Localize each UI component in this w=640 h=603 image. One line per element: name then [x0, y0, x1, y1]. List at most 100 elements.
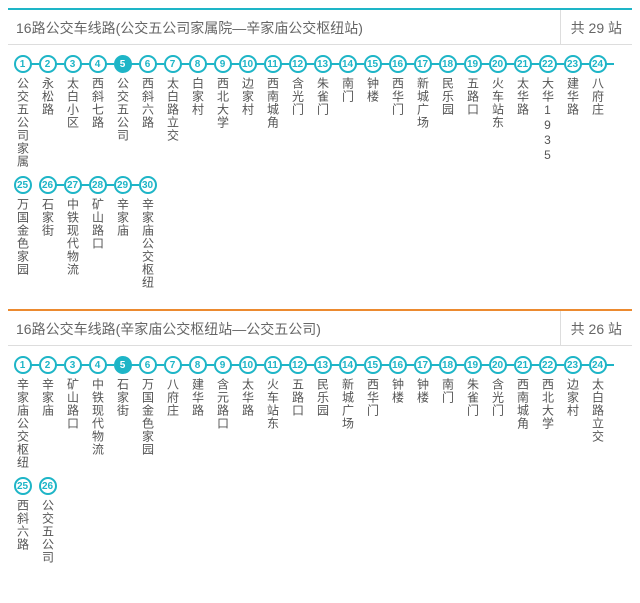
connector-line — [606, 364, 614, 366]
stop-node[interactable]: 10太华路 — [235, 356, 260, 469]
connector-line — [156, 63, 164, 65]
stop-label: 火车站东 — [267, 378, 279, 430]
stop-label: 太华路 — [517, 77, 529, 116]
stop-node[interactable]: 2永松路 — [35, 55, 60, 168]
stop-bead: 2 — [39, 55, 57, 73]
stop-node[interactable]: 30辛家庙公交枢纽 — [135, 176, 160, 289]
stop-node[interactable]: 12五路口 — [285, 356, 310, 469]
stop-node[interactable]: 24八府庄 — [585, 55, 610, 168]
stop-node[interactable]: 18民乐园 — [435, 55, 460, 168]
stop-node[interactable]: 9含元路口 — [210, 356, 235, 469]
stop-node[interactable]: 5石家街 — [110, 356, 135, 469]
stop-node[interactable]: 20含光门 — [485, 356, 510, 469]
stop-bead: 19 — [464, 55, 482, 73]
connector-line — [81, 63, 89, 65]
stop-node[interactable]: 28矿山路口 — [85, 176, 110, 289]
stop-label: 辛家庙 — [117, 198, 129, 237]
stop-node[interactable]: 22西北大学 — [535, 356, 560, 469]
stop-node[interactable]: 16西华门 — [385, 55, 410, 168]
stop-bead: 20 — [489, 356, 507, 374]
stop-node[interactable]: 6万国金色家园 — [135, 356, 160, 469]
stop-node[interactable]: 29辛家庙 — [110, 176, 135, 289]
connector-line — [481, 63, 489, 65]
connector-line — [131, 184, 139, 186]
stop-node[interactable]: 18南门 — [435, 356, 460, 469]
stop-label: 钟楼 — [392, 378, 404, 404]
stop-label: 钟楼 — [367, 77, 379, 103]
connector-line — [231, 63, 239, 65]
stop-node[interactable]: 5公交五公司 — [110, 55, 135, 168]
stop-node[interactable]: 21太华路 — [510, 55, 535, 168]
stop-node[interactable]: 4西斜七路 — [85, 55, 110, 168]
stop-node[interactable]: 17钟楼 — [410, 356, 435, 469]
stop-node[interactable]: 26公交五公司 — [35, 477, 60, 564]
connector-line — [181, 364, 189, 366]
stop-node[interactable]: 20火车站东 — [485, 55, 510, 168]
stop-node[interactable]: 8建华路 — [185, 356, 210, 469]
stop-bead: 14 — [339, 55, 357, 73]
stop-node[interactable]: 16钟楼 — [385, 356, 410, 469]
stop-bead: 24 — [589, 356, 607, 374]
connector-line — [306, 364, 314, 366]
stop-node[interactable]: 1公交五公司家属 — [10, 55, 35, 168]
stop-node[interactable]: 21西南城角 — [510, 356, 535, 469]
stop-bead: 25 — [14, 477, 32, 495]
stop-node[interactable]: 27中铁现代物流 — [60, 176, 85, 289]
stop-node[interactable]: 25西斜六路 — [10, 477, 35, 564]
stop-node[interactable]: 6西斜六路 — [135, 55, 160, 168]
connector-line — [206, 364, 214, 366]
stop-node[interactable]: 22大华1935 — [535, 55, 560, 168]
stop-node[interactable]: 12 含光门 — [285, 55, 310, 168]
stop-node[interactable]: 3太白小区 — [60, 55, 85, 168]
connector-line — [31, 63, 39, 65]
stop-node[interactable]: 10边家村 — [235, 55, 260, 168]
stop-label: 西北大学 — [542, 378, 554, 430]
stop-node[interactable]: 17新城广场 — [410, 55, 435, 168]
connector-line — [531, 364, 539, 366]
stop-bead: 5 — [114, 356, 132, 374]
stop-bead: 22 — [539, 55, 557, 73]
stop-bead: 1 — [14, 55, 32, 73]
stop-node[interactable]: 19朱雀门 — [460, 356, 485, 469]
stop-node[interactable]: 1辛家庙公交枢纽 — [10, 356, 35, 469]
stop-bead: 14 — [339, 356, 357, 374]
stop-bead: 12 — [289, 55, 307, 73]
connector-line — [281, 364, 289, 366]
stop-node[interactable]: 24 太白路立交 — [585, 356, 610, 469]
stop-node[interactable]: 13朱雀门 — [310, 55, 335, 168]
stop-node[interactable]: 23建华路 — [560, 55, 585, 168]
stop-node[interactable]: 7太白路立交 — [160, 55, 185, 168]
connector-line — [56, 364, 64, 366]
stop-label: 南门 — [342, 77, 354, 103]
stop-node[interactable]: 15钟楼 — [360, 55, 385, 168]
stop-node[interactable]: 7八府庄 — [160, 356, 185, 469]
connector-line — [381, 63, 389, 65]
stop-node[interactable]: 15西华门 — [360, 356, 385, 469]
route-header: 16路公交车线路(辛家庙公交枢纽站—公交五公司)共 26 站 — [8, 309, 632, 346]
stop-label: 建华路 — [567, 77, 579, 116]
stop-node[interactable]: 14新城广场 — [335, 356, 360, 469]
stop-label: 白家村 — [192, 77, 204, 116]
connector-line — [506, 364, 514, 366]
stop-node[interactable]: 8白家村 — [185, 55, 210, 168]
stop-bead: 27 — [64, 176, 82, 194]
stop-node[interactable]: 19五路口 — [460, 55, 485, 168]
stop-node[interactable]: 26石家街 — [35, 176, 60, 289]
stop-label: 含光门 — [292, 77, 304, 116]
route-header: 16路公交车线路(公交五公司家属院—辛家庙公交枢纽站)共 29 站 — [8, 8, 632, 45]
connector-line — [306, 63, 314, 65]
stop-node[interactable]: 25万国金色家园 — [10, 176, 35, 289]
stop-node[interactable]: 23边家村 — [560, 356, 585, 469]
connector-line — [431, 364, 439, 366]
stop-bead: 19 — [464, 356, 482, 374]
stop-node[interactable]: 11西南城角 — [260, 55, 285, 168]
stop-node[interactable]: 13民乐园 — [310, 356, 335, 469]
stop-node[interactable]: 14 南门 — [335, 55, 360, 168]
stop-label: 西南城角 — [267, 77, 279, 129]
stop-node[interactable]: 4中铁现代物流 — [85, 356, 110, 469]
stop-node[interactable]: 11火车站东 — [260, 356, 285, 469]
stop-label: 太白路立交 — [592, 378, 604, 443]
stop-node[interactable]: 9西北大学 — [210, 55, 235, 168]
stop-node[interactable]: 2辛家庙 — [35, 356, 60, 469]
stop-node[interactable]: 3矿山路口 — [60, 356, 85, 469]
